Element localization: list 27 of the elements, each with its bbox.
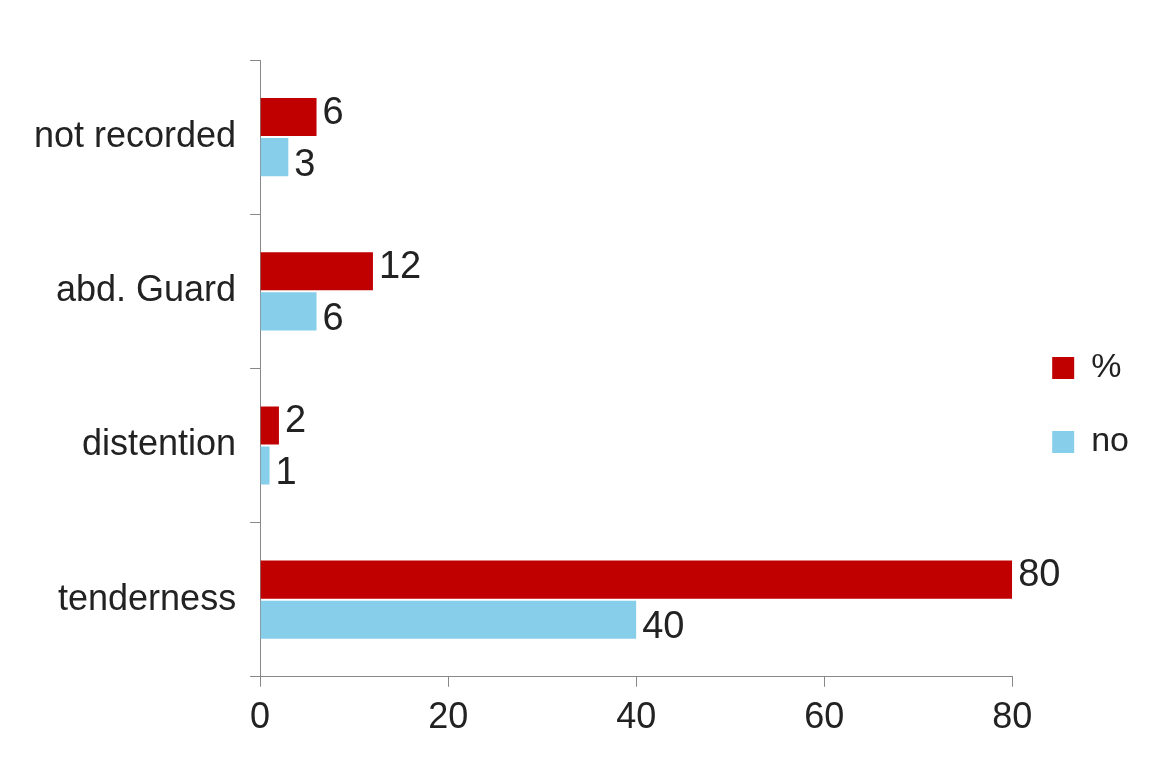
bar xyxy=(260,406,279,445)
y-tick-label: distention xyxy=(82,422,237,464)
bar xyxy=(260,292,317,331)
y-tick-label: abd. Guard xyxy=(56,268,237,310)
data-label: 12 xyxy=(378,243,422,286)
bar xyxy=(260,600,637,639)
legend-label: % xyxy=(1091,346,1122,385)
bar xyxy=(260,98,317,137)
x-tick-label: 80 xyxy=(992,695,1033,737)
data-label: 6 xyxy=(322,295,344,338)
y-tick-label: not recorded xyxy=(33,114,237,156)
x-tick-label: 60 xyxy=(804,695,845,737)
data-label: 6 xyxy=(322,89,344,132)
legend-label: no xyxy=(1091,420,1130,459)
data-label: 2 xyxy=(284,397,307,440)
x-tick-label: 40 xyxy=(616,695,657,737)
bar xyxy=(260,446,270,485)
x-tick-label: 0 xyxy=(250,695,271,737)
data-label: 3 xyxy=(294,141,316,184)
bar xyxy=(260,138,289,177)
data-label: 1 xyxy=(275,450,297,493)
x-tick-label: 20 xyxy=(428,695,469,737)
bar xyxy=(260,252,373,291)
bar xyxy=(260,560,1013,599)
data-label: 40 xyxy=(642,604,685,647)
data-label: 80 xyxy=(1018,552,1061,595)
y-tick-label: tenderness xyxy=(58,576,237,618)
